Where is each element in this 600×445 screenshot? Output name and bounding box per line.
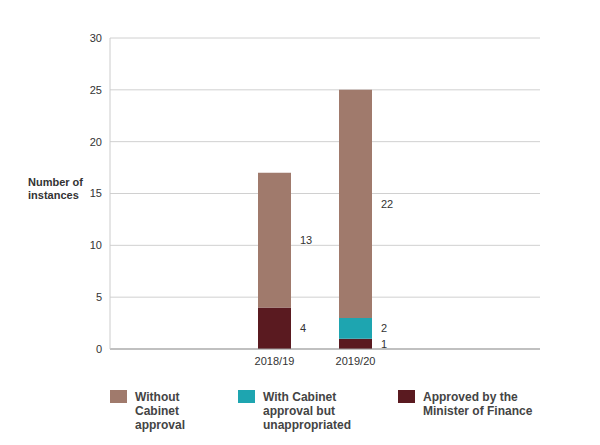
svg-text:25: 25 [90,84,102,96]
svg-text:10: 10 [90,239,102,251]
svg-text:20: 20 [90,136,102,148]
svg-text:1: 1 [381,338,387,350]
svg-text:0: 0 [96,343,102,355]
html-text:Without Cabinet approval: Without Cabinet approval [135,390,185,432]
svg-text:15: 15 [90,187,102,199]
svg-text:2: 2 [381,322,387,334]
svg-text:2018/19: 2018/19 [255,355,295,367]
svg-text:13: 13 [300,234,312,246]
svg-text:22: 22 [381,198,393,210]
svg-text:5: 5 [96,291,102,303]
html-text:Number of instances: Number of instances [28,176,83,201]
html-text:Approved by the Minister of Fi: Approved by the Minister of Finance [423,390,533,418]
svg-text:30: 30 [90,32,102,44]
svg-text:2019/20: 2019/20 [336,355,376,367]
html-text:With Cabinet approval but unap: With Cabinet approval but unappropriated [263,390,351,432]
svg-text:4: 4 [300,322,306,334]
